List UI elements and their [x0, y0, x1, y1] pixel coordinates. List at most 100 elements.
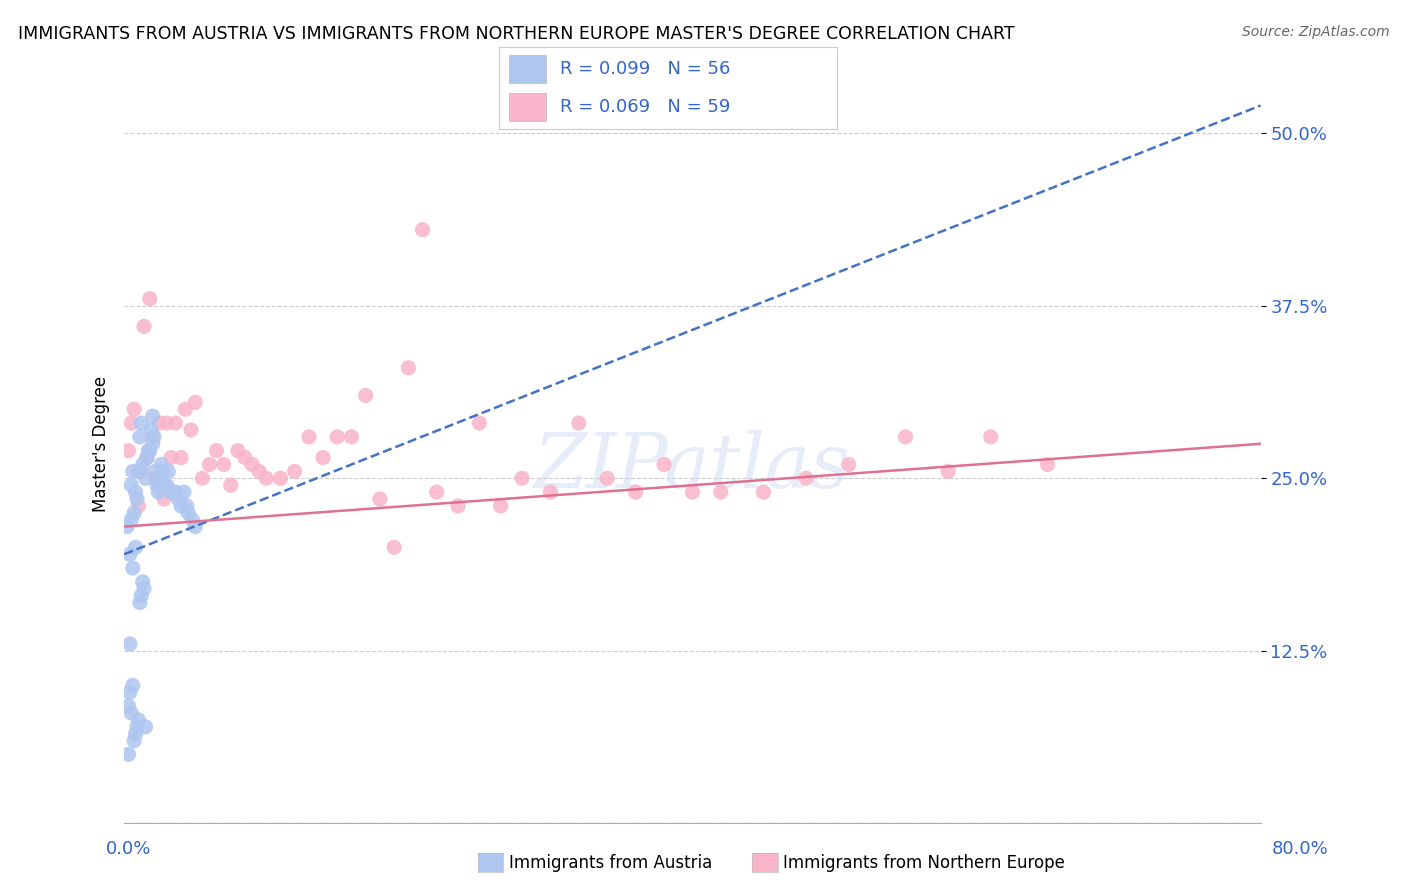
Point	[121, 678, 143, 692]
Point	[396, 360, 419, 375]
Point	[120, 513, 142, 527]
Point	[127, 464, 149, 478]
Point	[148, 485, 170, 500]
Point	[568, 416, 591, 430]
Point	[122, 402, 145, 417]
Point	[181, 513, 204, 527]
Point	[132, 582, 155, 596]
Point	[124, 541, 146, 555]
Point	[624, 485, 647, 500]
Point	[124, 727, 146, 741]
Point	[980, 430, 1002, 444]
Point	[326, 430, 349, 444]
Point	[117, 699, 139, 714]
Point	[142, 430, 165, 444]
Point	[269, 471, 291, 485]
Point	[184, 519, 207, 533]
Point	[120, 416, 142, 430]
Point	[135, 471, 157, 485]
Point	[145, 464, 167, 478]
Point	[254, 471, 277, 485]
Point	[127, 499, 149, 513]
Point	[167, 491, 190, 506]
Point	[129, 464, 152, 478]
Point	[128, 596, 150, 610]
Point	[139, 292, 162, 306]
Point	[354, 388, 377, 402]
Point	[838, 458, 860, 472]
Point	[170, 499, 193, 513]
Point	[139, 443, 162, 458]
Point	[596, 471, 619, 485]
Point	[510, 471, 533, 485]
FancyBboxPatch shape	[509, 54, 547, 83]
Point	[165, 485, 187, 500]
Point	[122, 506, 145, 520]
Point	[125, 720, 148, 734]
Point	[247, 464, 270, 478]
Point	[710, 485, 733, 500]
Point	[115, 519, 138, 533]
Point	[135, 720, 157, 734]
Point	[160, 450, 183, 465]
Point	[152, 464, 174, 478]
Point	[652, 458, 675, 472]
Text: 0.0%: 0.0%	[105, 840, 150, 858]
Point	[198, 458, 221, 472]
Text: R = 0.069   N = 59: R = 0.069 N = 59	[560, 98, 730, 116]
Point	[226, 443, 249, 458]
Point	[284, 464, 307, 478]
Point	[157, 464, 180, 478]
Point	[153, 478, 176, 492]
Point	[205, 443, 228, 458]
Text: R = 0.099   N = 56: R = 0.099 N = 56	[560, 60, 730, 78]
Point	[382, 541, 405, 555]
Point	[153, 491, 176, 506]
Point	[180, 423, 202, 437]
Point	[163, 485, 186, 500]
Point	[129, 589, 152, 603]
Point	[117, 443, 139, 458]
Point	[233, 450, 256, 465]
Point	[177, 506, 200, 520]
Point	[298, 430, 321, 444]
Point	[118, 547, 141, 561]
Point	[131, 458, 153, 472]
Point	[752, 485, 775, 500]
Point	[936, 464, 959, 478]
Point	[131, 574, 153, 589]
Point	[145, 471, 167, 485]
Point	[156, 478, 179, 492]
Point	[794, 471, 817, 485]
Point	[156, 416, 179, 430]
Point	[141, 423, 163, 437]
Point	[447, 499, 470, 513]
Point	[128, 430, 150, 444]
Point	[426, 485, 449, 500]
Point	[142, 436, 165, 450]
Point	[240, 458, 263, 472]
Point	[120, 478, 142, 492]
FancyBboxPatch shape	[509, 94, 547, 121]
Point	[122, 733, 145, 747]
Point	[149, 416, 172, 430]
Point	[121, 561, 143, 575]
Point	[173, 485, 195, 500]
Point	[368, 491, 391, 506]
Point	[138, 443, 160, 458]
Point	[681, 485, 703, 500]
Point	[143, 430, 166, 444]
Text: IMMIGRANTS FROM AUSTRIA VS IMMIGRANTS FROM NORTHERN EUROPE MASTER'S DEGREE CORRE: IMMIGRANTS FROM AUSTRIA VS IMMIGRANTS FR…	[18, 25, 1015, 43]
Y-axis label: Master's Degree: Master's Degree	[93, 376, 110, 512]
Point	[340, 430, 363, 444]
Point	[165, 416, 187, 430]
Point	[174, 402, 197, 417]
Point	[894, 430, 917, 444]
Point	[191, 471, 214, 485]
Point	[118, 637, 141, 651]
Point	[124, 485, 146, 500]
Text: Immigrants from Austria: Immigrants from Austria	[509, 854, 713, 871]
Point	[219, 478, 242, 492]
Point	[127, 713, 149, 727]
Point	[129, 416, 152, 430]
